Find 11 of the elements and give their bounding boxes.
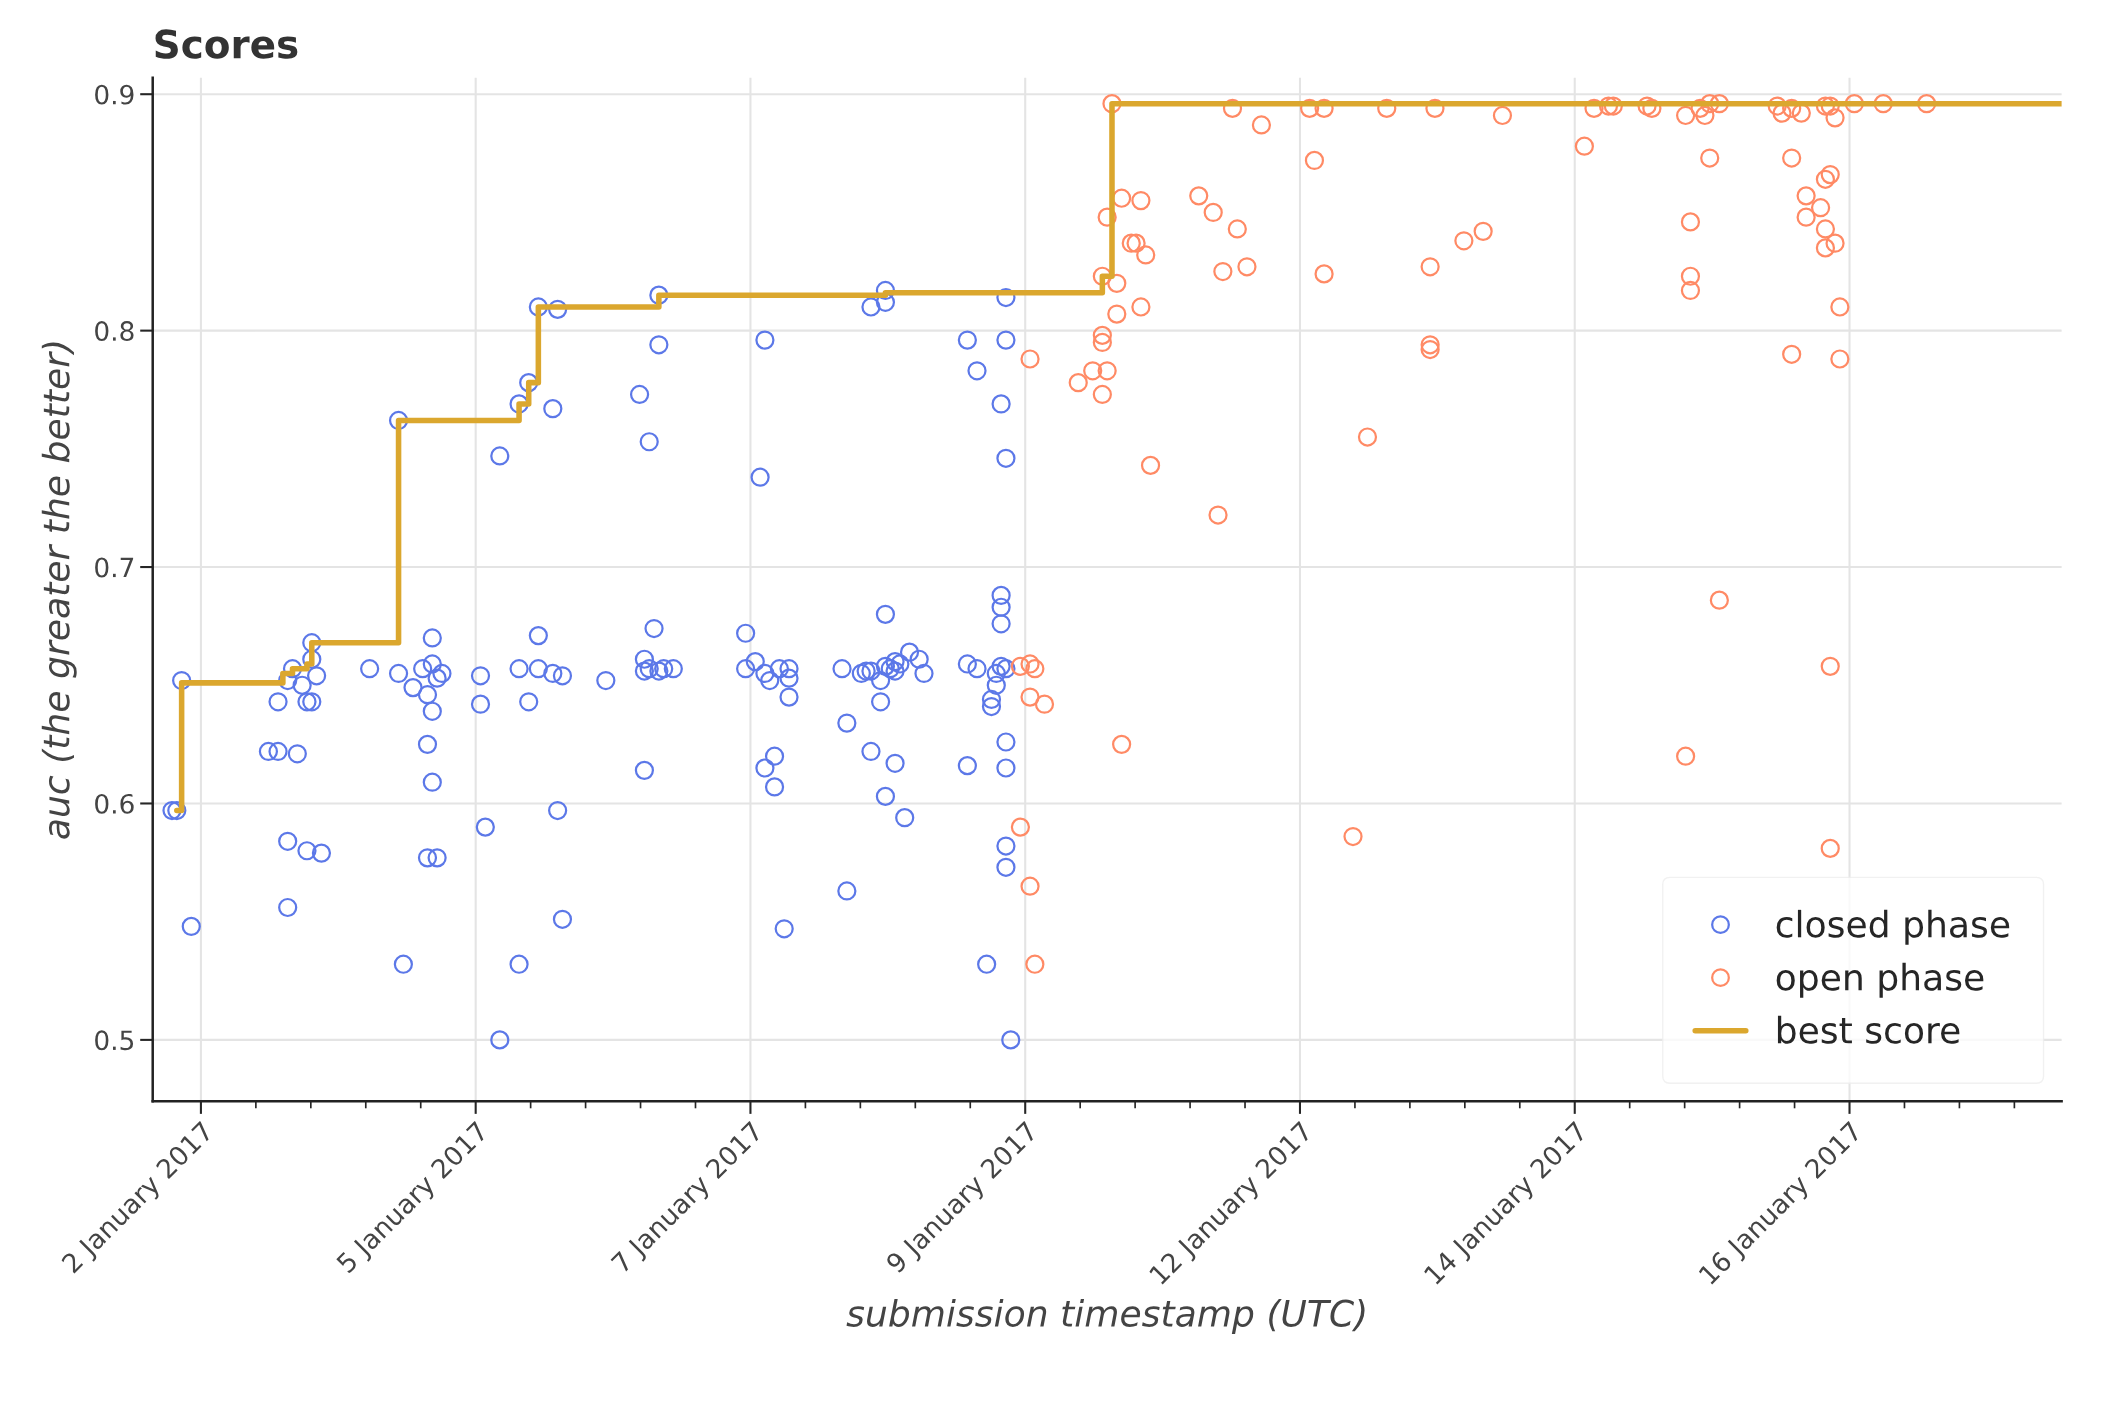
- x-axis-title: submission timestamp (UTC): [846, 1298, 1365, 1334]
- y-axis-title: auc (the greater the better): [41, 342, 77, 839]
- legend-label: open phase: [1776, 962, 1984, 998]
- y-tick-label: 0.8: [95, 321, 134, 342]
- y-tick-label: 0.7: [95, 557, 134, 578]
- chart-title: Scores: [155, 29, 298, 59]
- legend-label: best score: [1777, 1015, 1960, 1044]
- legend-label: closed phase: [1776, 909, 2010, 945]
- y-tick-label: 0.9: [95, 84, 134, 105]
- y-tick-label: 0.5: [95, 1030, 134, 1051]
- y-tick-label: 0.6: [95, 793, 134, 814]
